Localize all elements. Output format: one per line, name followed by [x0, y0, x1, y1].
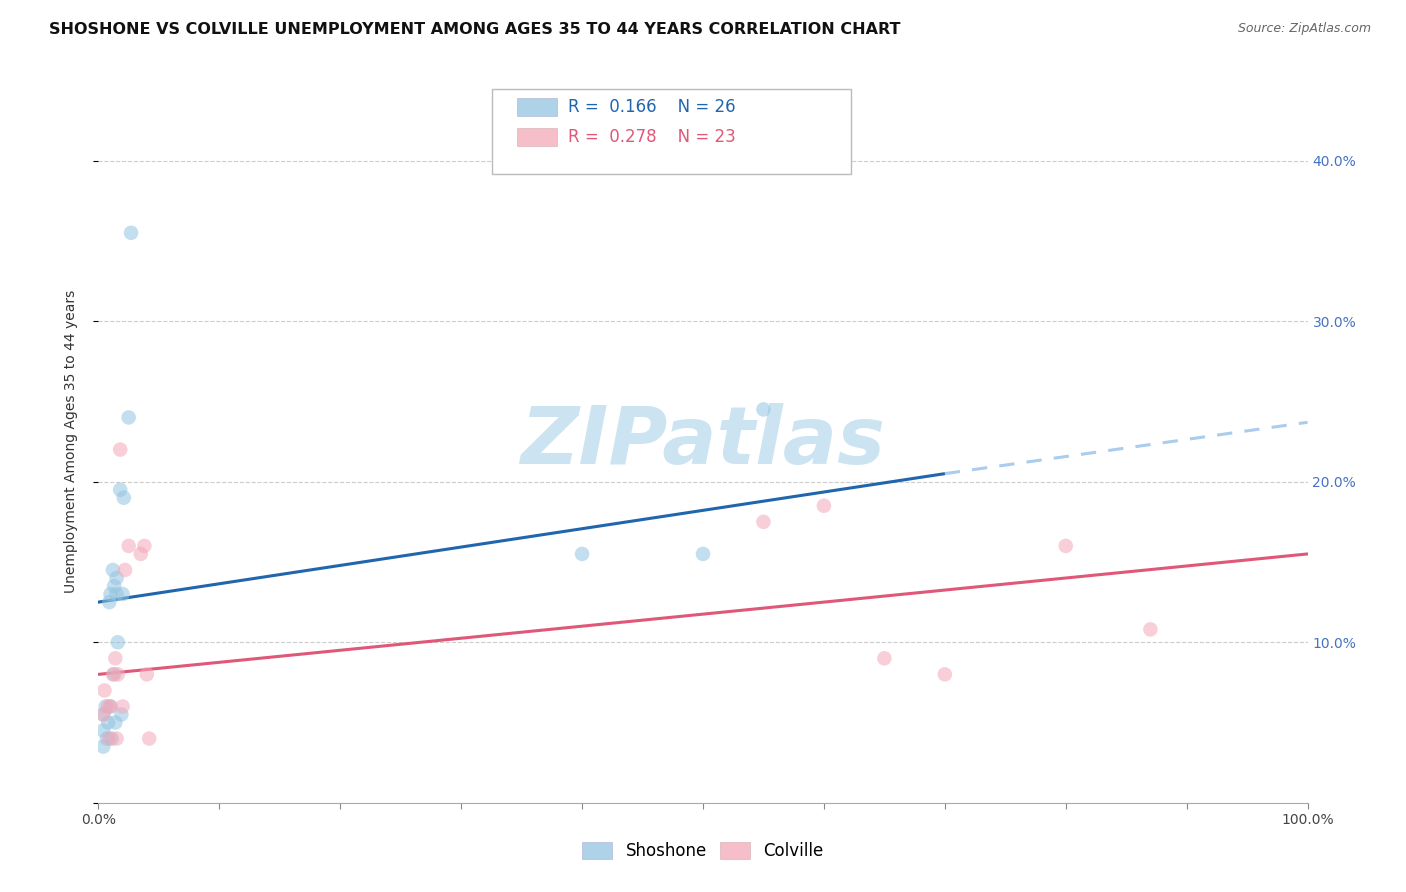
Point: [103, 579, 125, 593]
Text: R =  0.166    N = 26: R = 0.166 N = 26: [568, 98, 735, 116]
Point: [105, 571, 128, 585]
Point: [105, 587, 128, 601]
Point: [93, 683, 115, 698]
Point: [138, 731, 160, 746]
Point: [91, 707, 114, 722]
Point: [752, 402, 775, 417]
Point: [1139, 623, 1161, 637]
Point: [120, 226, 142, 240]
Point: [571, 547, 593, 561]
Point: [114, 563, 136, 577]
Point: [118, 539, 141, 553]
Point: [118, 410, 141, 425]
Point: [104, 651, 127, 665]
Point: [934, 667, 956, 681]
Y-axis label: Unemployment Among Ages 35 to 44 years: Unemployment Among Ages 35 to 44 years: [63, 290, 77, 593]
Point: [107, 667, 129, 681]
Point: [1054, 539, 1077, 553]
Point: [111, 699, 134, 714]
Text: ZIPatlas: ZIPatlas: [520, 402, 886, 481]
Point: [91, 739, 114, 754]
Point: [813, 499, 835, 513]
Point: [97, 699, 120, 714]
Point: [100, 699, 122, 714]
Point: [873, 651, 896, 665]
Point: [94, 699, 117, 714]
Point: [103, 667, 125, 681]
Point: [104, 715, 127, 730]
Point: [97, 715, 120, 730]
Point: [108, 483, 131, 497]
Point: [91, 723, 114, 738]
Point: [107, 635, 129, 649]
Point: [101, 667, 124, 681]
Point: [110, 707, 132, 722]
Point: [101, 563, 124, 577]
Point: [105, 731, 128, 746]
Text: SHOSHONE VS COLVILLE UNEMPLOYMENT AMONG AGES 35 TO 44 YEARS CORRELATION CHART: SHOSHONE VS COLVILLE UNEMPLOYMENT AMONG …: [49, 22, 901, 37]
Text: Source: ZipAtlas.com: Source: ZipAtlas.com: [1237, 22, 1371, 36]
Point: [692, 547, 714, 561]
Point: [98, 731, 121, 746]
Point: [96, 731, 118, 746]
Point: [98, 595, 121, 609]
Point: [100, 587, 122, 601]
Text: R =  0.278    N = 23: R = 0.278 N = 23: [568, 128, 735, 146]
Point: [752, 515, 775, 529]
Point: [134, 539, 156, 553]
Point: [100, 731, 122, 746]
Point: [91, 707, 114, 722]
Point: [135, 667, 157, 681]
Point: [100, 699, 122, 714]
Point: [111, 587, 134, 601]
Point: [129, 547, 152, 561]
Point: [108, 442, 131, 457]
Legend: Shoshone, Colville: Shoshone, Colville: [575, 835, 831, 867]
Point: [112, 491, 135, 505]
